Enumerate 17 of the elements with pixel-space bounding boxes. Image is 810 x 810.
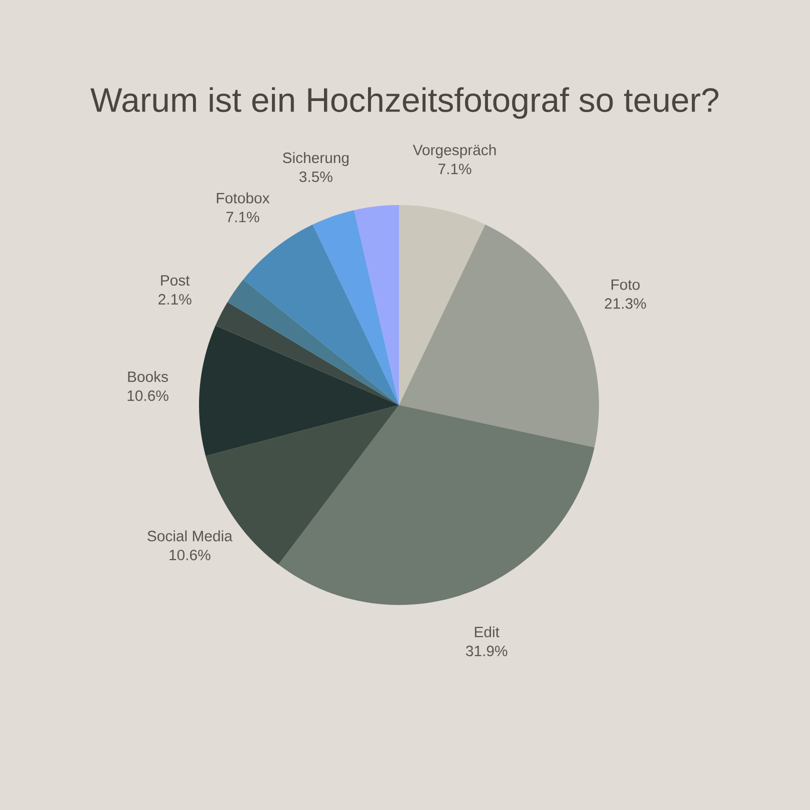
data-label: 7.1% — [438, 164, 472, 174]
slice-label: Foto — [612, 279, 640, 290]
slice-label: Fotobox — [216, 192, 270, 204]
slice-label: Books — [128, 371, 168, 382]
slice-label: Sicherung — [282, 152, 349, 166]
data-label: 3.5% — [299, 171, 332, 182]
slice-label: Post — [161, 275, 190, 286]
data-label: 31.9% — [466, 646, 508, 656]
data-label: 10.6% — [128, 390, 168, 401]
slice-label: Vorgespräch — [412, 144, 496, 158]
slice-label: Edit — [474, 626, 500, 638]
data-label: 21.3% — [604, 298, 646, 309]
slice-label: Social Media — [148, 530, 232, 542]
chart-title: Warum ist ein Hochzeitsfotograf so teuer? — [90, 87, 718, 119]
data-label: 7.1% — [226, 212, 260, 222]
data-label: 2.1% — [158, 294, 192, 305]
data-label: 10.6% — [170, 550, 210, 560]
